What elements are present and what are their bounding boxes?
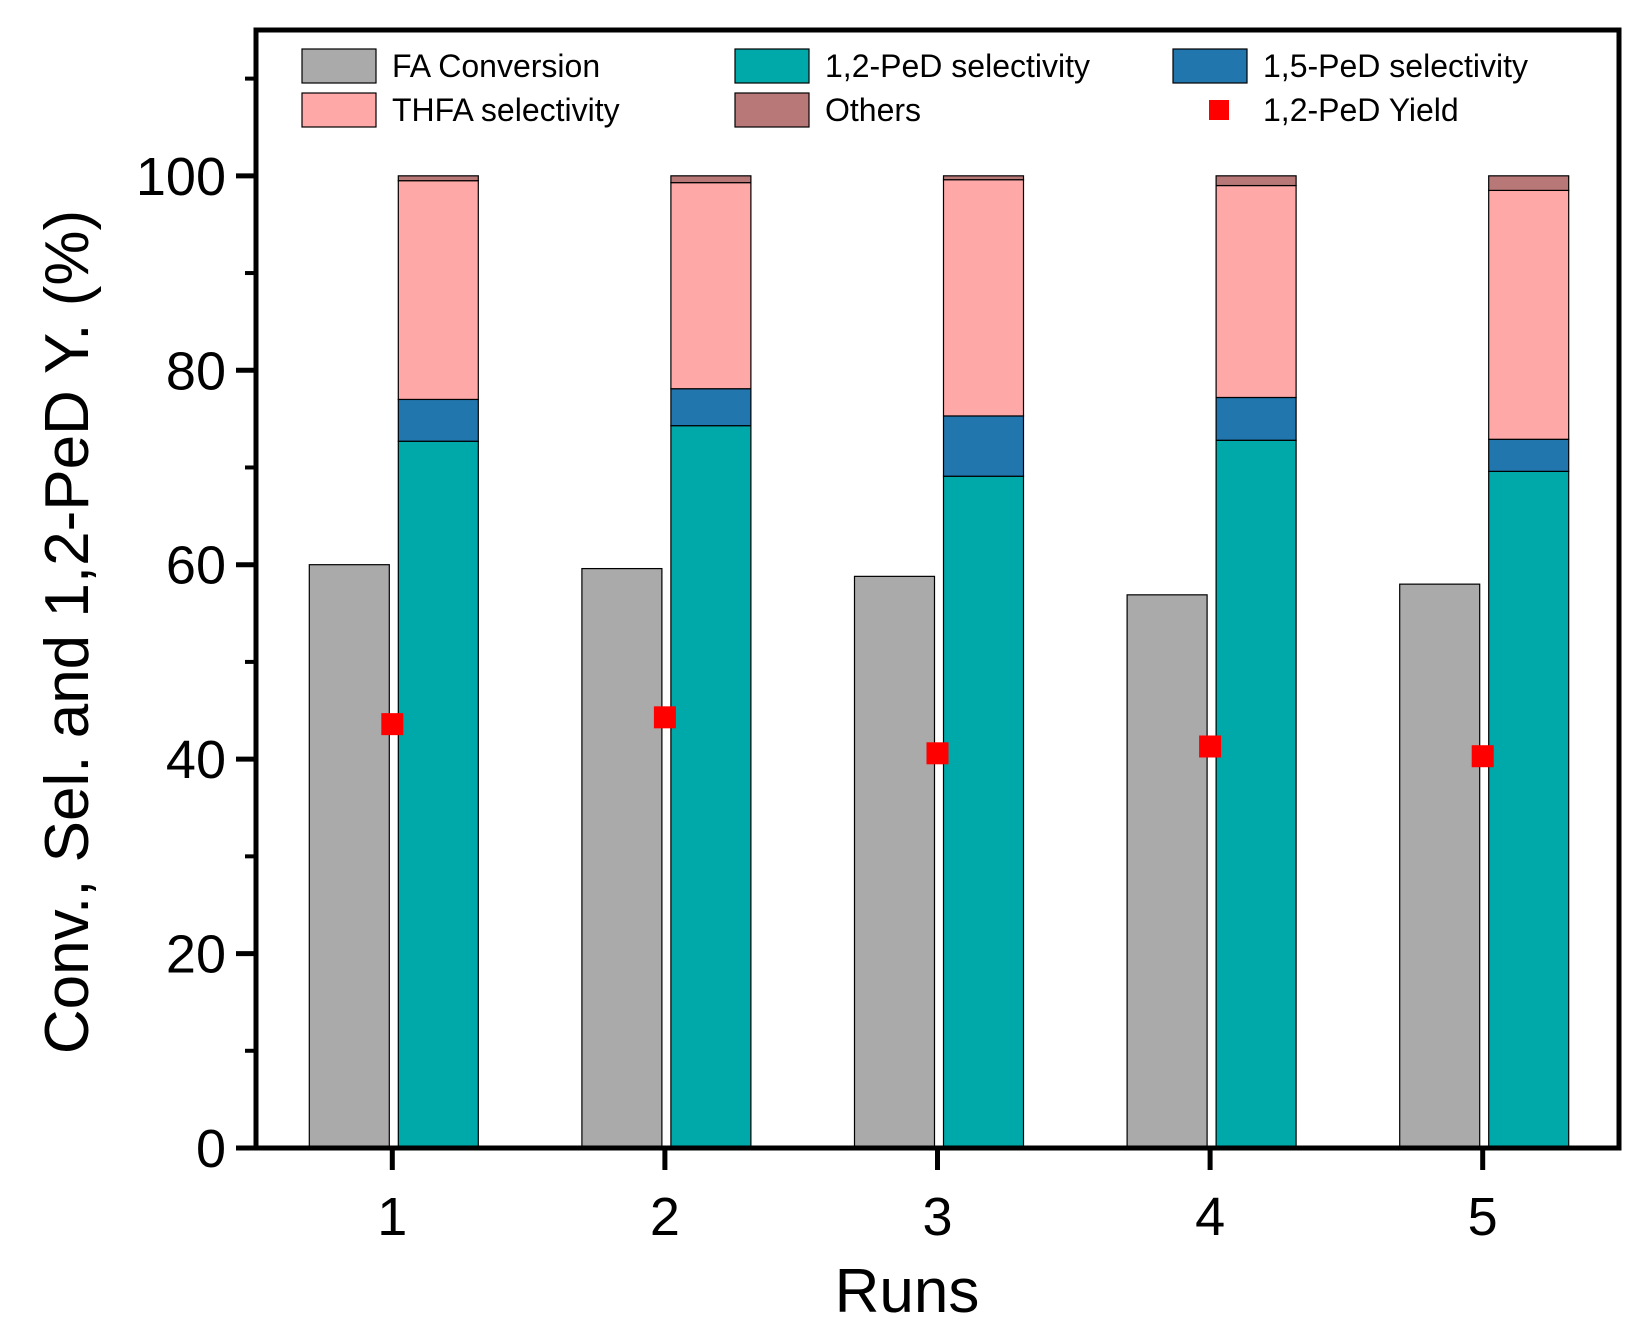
- bar-fa-conversion-run-4: [1126, 594, 1208, 1149]
- yield-points-layer: [381, 706, 1494, 768]
- point-1-2-ped-yield-run-1: [381, 713, 404, 736]
- legend-swatch-fa-conversion: [301, 48, 377, 84]
- x-tick-label-5: 5: [1468, 1187, 1498, 1247]
- legend-label-others: Others: [825, 92, 921, 128]
- bar-1-5-ped-selectivity-run-2: [670, 388, 752, 427]
- legend-swatch-1-2-ped-selectivity: [734, 48, 810, 84]
- legend-label-1-2-ped-yield: 1,2-PeD Yield: [1263, 92, 1459, 128]
- bar-thfa-selectivity-run-5: [1488, 189, 1570, 440]
- point-1-2-ped-yield-run-4: [1199, 735, 1222, 758]
- legend: FA Conversion 1,2-PeD selectivity 1,5-PeD …: [301, 48, 1528, 128]
- y-tick-label-20: 20: [166, 925, 226, 985]
- y-tick-label-0: 0: [196, 1119, 226, 1179]
- bar-1-2-ped-selectivity-run-4: [1215, 439, 1297, 1149]
- bars-layer: [308, 175, 1570, 1149]
- bar-fa-conversion-run-5: [1399, 583, 1481, 1149]
- y-tick-label-100: 100: [136, 147, 226, 207]
- legend-label-fa-conversion: FA Conversion: [392, 48, 600, 84]
- legend-swatch-others: [734, 92, 810, 128]
- bar-others-run-5: [1488, 175, 1570, 192]
- bar-1-5-ped-selectivity-run-4: [1215, 396, 1297, 441]
- legend-label-thfa-selectivity: THFA selectivity: [392, 92, 620, 128]
- y-axis-title: Conv., Sel. and 1,2-PeD Y. (%): [33, 210, 102, 1054]
- bar-1-2-ped-selectivity-run-3: [942, 475, 1025, 1149]
- bar-others-run-2: [670, 175, 752, 184]
- legend-label-1-5-ped-selectivity: 1,5-PeD selectivity: [1263, 48, 1528, 84]
- bar-fa-conversion-run-1: [308, 564, 390, 1149]
- bar-fa-conversion-run-2: [581, 567, 663, 1149]
- bar-fa-conversion-run-3: [853, 575, 936, 1149]
- legend-swatch-1-5-ped-selectivity: [1172, 48, 1248, 84]
- legend-swatch-thfa-selectivity: [301, 92, 377, 128]
- x-tick-label-4: 4: [1195, 1187, 1225, 1247]
- axes-layer: 0 20 40 60 80 100 1 2 3 4 5: [136, 76, 1498, 1247]
- bar-1-5-ped-selectivity-run-3: [942, 415, 1025, 477]
- point-1-2-ped-yield-run-5: [1471, 745, 1494, 768]
- bar-thfa-selectivity-run-1: [397, 180, 479, 401]
- point-1-2-ped-yield-run-3: [926, 742, 949, 765]
- bar-1-2-ped-selectivity-run-2: [670, 425, 752, 1149]
- bar-thfa-selectivity-run-2: [670, 182, 752, 390]
- bar-thfa-selectivity-run-4: [1215, 184, 1297, 399]
- x-tick-label-1: 1: [377, 1187, 407, 1247]
- x-tick-label-3: 3: [922, 1187, 952, 1247]
- bar-thfa-selectivity-run-3: [942, 179, 1025, 417]
- legend-label-1-2-ped-selectivity: 1,2-PeD selectivity: [825, 48, 1090, 84]
- x-tick-label-2: 2: [650, 1187, 680, 1247]
- y-tick-label-40: 40: [166, 730, 226, 790]
- legend-swatch-1-2-ped-yield: [1209, 100, 1229, 120]
- y-tick-label-80: 80: [166, 341, 226, 401]
- bar-1-2-ped-selectivity-run-5: [1488, 470, 1570, 1149]
- y-tick-label-60: 60: [166, 536, 226, 596]
- bar-others-run-1: [397, 175, 479, 182]
- bar-others-run-3: [942, 175, 1025, 181]
- bar-1-5-ped-selectivity-run-1: [397, 398, 479, 442]
- bar-1-2-ped-selectivity-run-1: [397, 440, 479, 1149]
- bar-1-5-ped-selectivity-run-5: [1488, 438, 1570, 472]
- point-1-2-ped-yield-run-2: [653, 706, 676, 729]
- x-axis-title: Runs: [835, 1257, 980, 1326]
- bar-others-run-4: [1215, 175, 1297, 187]
